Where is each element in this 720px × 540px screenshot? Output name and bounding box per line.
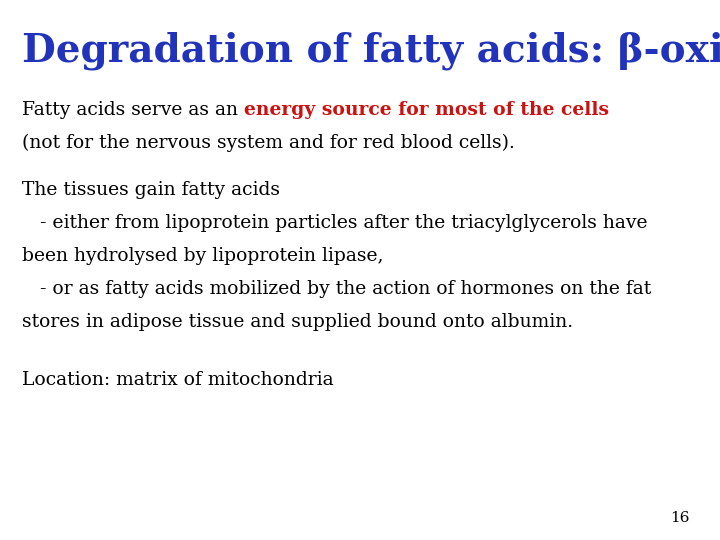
Text: - either from lipoprotein particles after the triacylglycerols have: - either from lipoprotein particles afte… [22, 214, 647, 232]
Text: 16: 16 [670, 511, 690, 525]
Text: been hydrolysed by lipoprotein lipase,: been hydrolysed by lipoprotein lipase, [22, 247, 384, 265]
Text: (not for the nervous system and for red blood cells).: (not for the nervous system and for red … [22, 134, 515, 152]
Text: Degradation of fatty acids: β-oxidation: Degradation of fatty acids: β-oxidation [22, 32, 720, 71]
Text: stores in adipose tissue and supplied bound onto albumin.: stores in adipose tissue and supplied bo… [22, 313, 573, 331]
Text: - or as fatty acids mobilized by the action of hormones on the fat: - or as fatty acids mobilized by the act… [22, 280, 652, 298]
Text: Location: matrix of mitochondria: Location: matrix of mitochondria [22, 371, 333, 389]
Text: energy source for most of the cells: energy source for most of the cells [244, 101, 609, 119]
Text: Fatty acids serve as an: Fatty acids serve as an [22, 101, 244, 119]
Text: The tissues gain fatty acids: The tissues gain fatty acids [22, 181, 280, 199]
